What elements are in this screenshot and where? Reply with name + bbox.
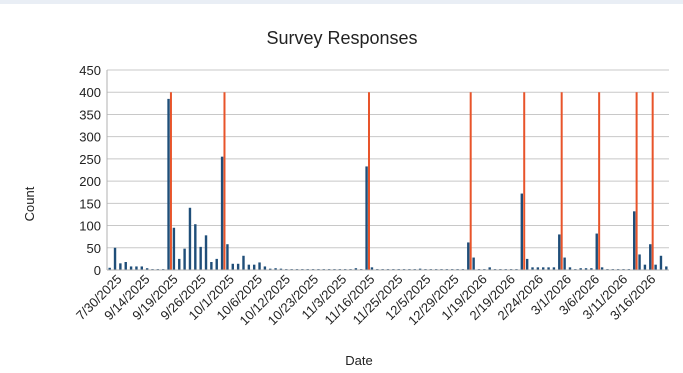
bar	[178, 258, 181, 270]
x-axis-label: Date	[345, 353, 372, 368]
bar	[643, 264, 647, 270]
bar	[633, 211, 636, 270]
bar	[119, 263, 122, 270]
axes	[106, 70, 669, 271]
bar	[542, 267, 545, 270]
bar	[595, 233, 598, 270]
bar	[525, 258, 529, 270]
bar	[579, 268, 582, 270]
y-tick-label: 300	[79, 130, 101, 145]
bar	[204, 235, 208, 270]
bar	[210, 262, 213, 270]
y-tick-label: 250	[79, 152, 101, 167]
bar	[659, 255, 663, 270]
y-tick-label: 450	[79, 63, 101, 78]
bar	[568, 267, 572, 270]
bar	[140, 266, 143, 270]
y-tick-label: 0	[94, 263, 101, 278]
y-axis-label: Count	[22, 186, 37, 221]
y-tick-label: 100	[79, 219, 101, 234]
bar	[258, 262, 261, 270]
bar	[252, 264, 256, 270]
bars	[108, 98, 668, 270]
bar	[274, 268, 277, 270]
bar	[113, 247, 117, 270]
bar	[183, 248, 186, 270]
bar	[135, 266, 138, 270]
bar	[129, 266, 133, 270]
bar	[590, 268, 593, 270]
bar	[226, 244, 229, 270]
bar	[108, 267, 111, 270]
bar	[536, 267, 540, 270]
bar	[269, 268, 272, 270]
bar	[472, 257, 475, 270]
y-tick-label: 350	[79, 107, 101, 122]
bar	[220, 156, 224, 270]
chart-title: Survey Responses	[266, 28, 417, 48]
bar	[563, 257, 566, 270]
bar	[194, 224, 197, 270]
bar	[242, 255, 245, 270]
bar	[488, 267, 491, 270]
bar	[584, 268, 588, 270]
bar	[354, 268, 358, 270]
bar	[124, 262, 127, 270]
bar	[649, 244, 652, 270]
bar	[365, 166, 368, 270]
y-tick-labels: 0 50 100 150 200 250 300 350 400 450	[79, 63, 101, 278]
bar	[654, 264, 657, 270]
y-tick-label: 50	[87, 241, 101, 256]
bar	[531, 267, 534, 270]
bar	[600, 267, 604, 270]
grid-lines	[107, 69, 669, 271]
bar	[638, 254, 641, 270]
bar	[215, 258, 218, 270]
bar	[145, 268, 149, 270]
bar	[665, 266, 668, 270]
bar	[188, 207, 192, 270]
bar	[172, 227, 176, 270]
bar	[231, 263, 234, 270]
bar	[263, 266, 267, 270]
bar	[552, 267, 556, 270]
bar	[370, 267, 374, 270]
y-tick-label: 200	[79, 174, 101, 189]
bar	[199, 246, 202, 270]
bar	[467, 242, 470, 270]
survey-chart: Survey Responses 0 50 100 150 200 250 300 350 40…	[22, 28, 669, 368]
highlight-markers	[169, 92, 654, 270]
bar	[236, 263, 240, 270]
y-tick-label: 150	[79, 196, 101, 211]
y-tick-label: 400	[79, 85, 101, 100]
bar	[247, 264, 251, 270]
bar	[520, 193, 524, 270]
bar	[418, 268, 422, 270]
bar	[279, 268, 283, 270]
bar	[547, 267, 550, 270]
bar	[167, 98, 170, 270]
x-tick-labels: 7/30/20259/14/20259/19/20259/26/202510/1…	[73, 272, 658, 329]
bar	[558, 234, 561, 270]
